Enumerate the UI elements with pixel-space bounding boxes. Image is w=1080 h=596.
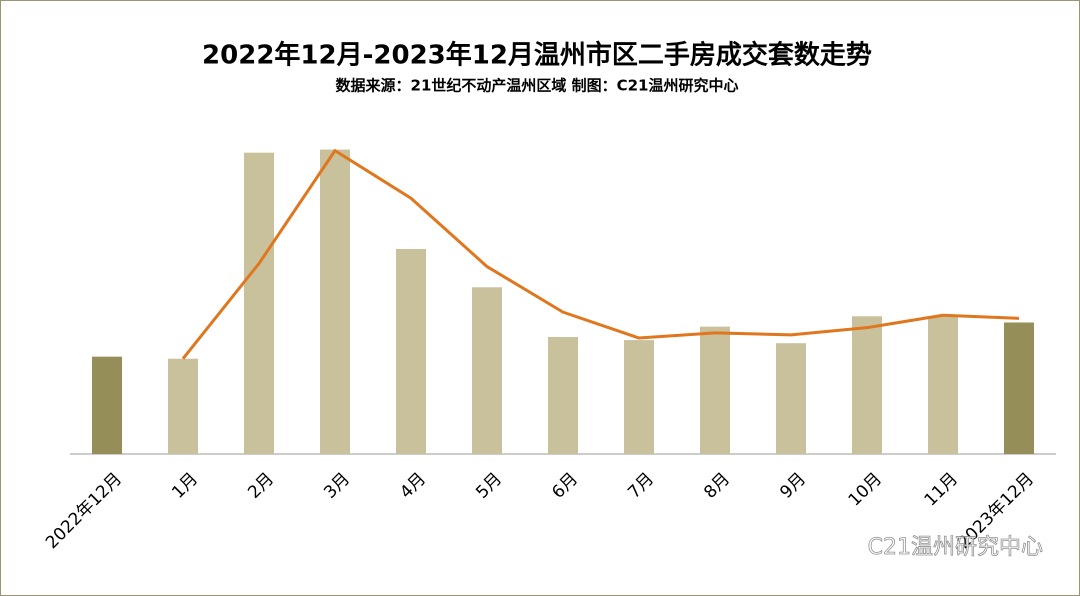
bar bbox=[320, 149, 350, 454]
bar bbox=[852, 316, 882, 454]
bar bbox=[1004, 322, 1034, 454]
chart-title: 2022年12月-2023年12月温州市区二手房成交套数走势 bbox=[202, 40, 872, 71]
bar bbox=[548, 336, 578, 454]
bar bbox=[700, 326, 730, 454]
bar bbox=[168, 358, 198, 454]
watermark: C21温州研究中心 bbox=[868, 535, 1043, 560]
trend-line bbox=[181, 149, 1020, 360]
bar bbox=[928, 316, 958, 454]
chart-subtitle: 数据来源：21世纪不动产温州区域 制图：C21温州研究中心 bbox=[336, 77, 739, 95]
bar bbox=[472, 287, 502, 454]
bar bbox=[92, 356, 122, 454]
bar bbox=[624, 340, 654, 454]
bar bbox=[244, 152, 274, 454]
bar bbox=[776, 343, 806, 454]
bar bbox=[396, 248, 426, 454]
